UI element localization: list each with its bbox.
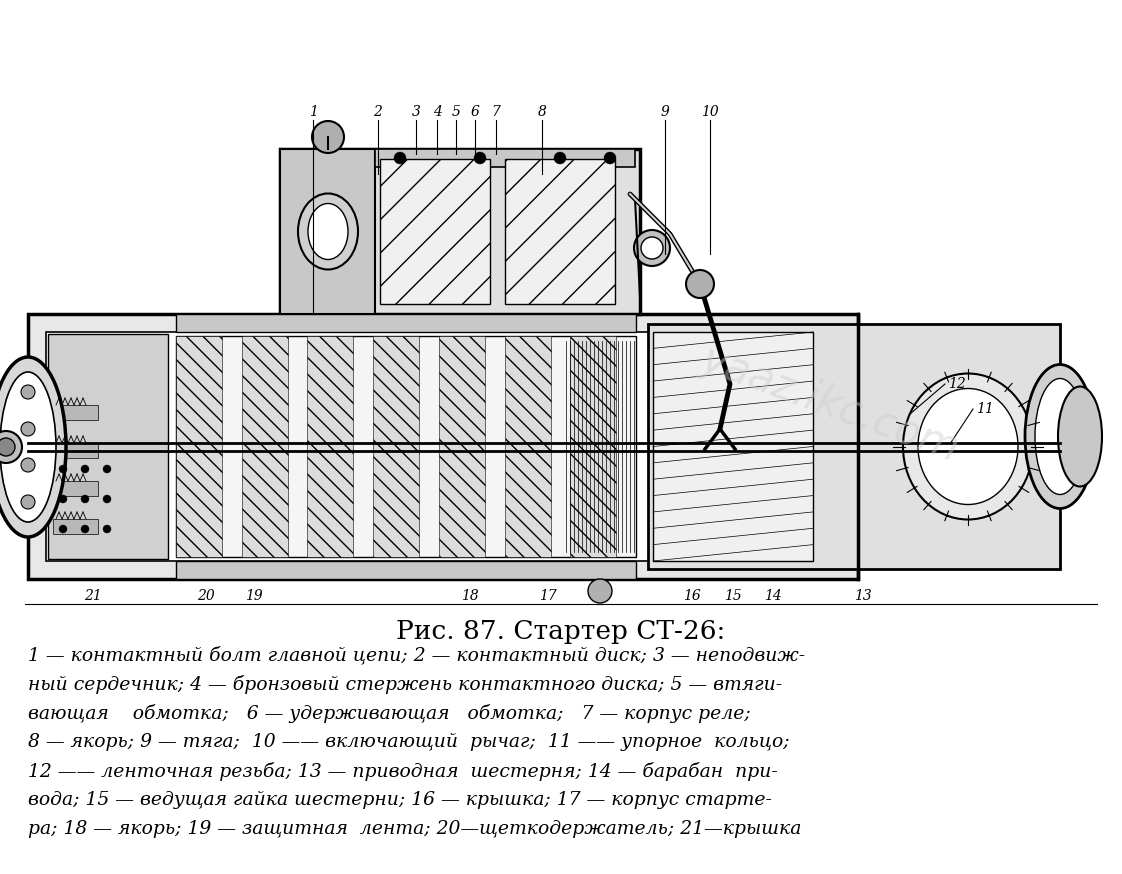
- Bar: [505, 336, 551, 557]
- Text: вода; 15 — ведущая гайка шестерни; 16 — крышка; 17 — корпус старте-: вода; 15 — ведущая гайка шестерни; 16 — …: [28, 791, 772, 809]
- Text: 12: 12: [948, 377, 966, 391]
- Bar: [570, 336, 616, 557]
- Ellipse shape: [918, 389, 1018, 504]
- Ellipse shape: [641, 237, 663, 259]
- Bar: [176, 336, 636, 557]
- Text: 19: 19: [245, 589, 263, 603]
- Bar: [307, 336, 353, 557]
- Text: 13: 13: [854, 589, 872, 603]
- Ellipse shape: [604, 152, 616, 164]
- Text: 3: 3: [412, 105, 421, 119]
- Text: 14: 14: [764, 589, 782, 603]
- Text: ра; 18 — якорь; 19 — защитная  лента; 20—щеткодержатель; 21—крышка: ра; 18 — якорь; 19 — защитная лента; 20—…: [28, 820, 801, 838]
- Ellipse shape: [59, 495, 67, 503]
- Text: 9: 9: [661, 105, 670, 119]
- Bar: [280, 149, 640, 314]
- Ellipse shape: [312, 121, 344, 153]
- Ellipse shape: [1026, 364, 1095, 509]
- Bar: [374, 336, 420, 557]
- Bar: [53, 519, 98, 534]
- Ellipse shape: [81, 495, 89, 503]
- Text: yaaz.ikc.com: yaaz.ikc.com: [696, 338, 965, 470]
- Ellipse shape: [81, 465, 89, 473]
- Text: 16: 16: [683, 589, 701, 603]
- Ellipse shape: [103, 495, 111, 503]
- Ellipse shape: [59, 525, 67, 533]
- Ellipse shape: [0, 357, 66, 537]
- Bar: [280, 149, 375, 314]
- Ellipse shape: [103, 525, 111, 533]
- Text: 5: 5: [451, 105, 460, 119]
- Ellipse shape: [21, 458, 35, 472]
- Bar: [176, 314, 636, 332]
- Ellipse shape: [554, 152, 565, 164]
- Text: 18: 18: [461, 589, 479, 603]
- Text: 10: 10: [701, 105, 719, 119]
- Ellipse shape: [1034, 378, 1085, 495]
- Bar: [28, 314, 858, 579]
- Ellipse shape: [0, 431, 22, 463]
- Ellipse shape: [588, 579, 611, 603]
- Bar: [48, 334, 168, 559]
- Ellipse shape: [21, 422, 35, 436]
- Text: 21: 21: [84, 589, 102, 603]
- Bar: [241, 336, 287, 557]
- Ellipse shape: [0, 438, 15, 456]
- Text: Рис. 87. Стартер СТ-26:: Рис. 87. Стартер СТ-26:: [396, 619, 726, 644]
- Bar: [53, 443, 98, 458]
- Text: вающая    обмотка;   6 — удерживающая   обмотка;   7 — корпус реле;: вающая обмотка; 6 — удерживающая обмотка…: [28, 704, 751, 723]
- Text: 6: 6: [470, 105, 479, 119]
- Bar: [176, 561, 636, 579]
- Text: 1: 1: [309, 105, 318, 119]
- Text: 2: 2: [374, 105, 383, 119]
- Ellipse shape: [634, 230, 670, 266]
- Text: 11: 11: [976, 402, 994, 416]
- Bar: [53, 405, 98, 420]
- Text: 8: 8: [537, 105, 546, 119]
- Text: ный сердечник; 4 — бронзовый стержень контактного диска; 5 — втяги-: ный сердечник; 4 — бронзовый стержень ко…: [28, 675, 782, 694]
- Text: 1 — контактный болт главной цепи; 2 — контактный диск; 3 — неподвиж-: 1 — контактный болт главной цепи; 2 — ко…: [28, 646, 806, 664]
- Bar: [649, 324, 1060, 569]
- Bar: [505, 159, 615, 304]
- Ellipse shape: [298, 193, 358, 269]
- Bar: [46, 332, 840, 561]
- Bar: [176, 336, 222, 557]
- Ellipse shape: [903, 373, 1033, 519]
- Bar: [375, 149, 635, 167]
- Text: 12 —— ленточная резьба; 13 — приводная  шестерня; 14 — барабан  при-: 12 —— ленточная резьба; 13 — приводная ш…: [28, 762, 778, 781]
- Ellipse shape: [394, 152, 406, 164]
- Text: 4: 4: [433, 105, 441, 119]
- Ellipse shape: [21, 385, 35, 399]
- Bar: [53, 481, 98, 496]
- Text: 17: 17: [540, 589, 557, 603]
- Text: 20: 20: [197, 589, 215, 603]
- Bar: [380, 159, 490, 304]
- Text: 15: 15: [724, 589, 742, 603]
- Text: 7: 7: [491, 105, 500, 119]
- Ellipse shape: [59, 465, 67, 473]
- Ellipse shape: [309, 204, 348, 260]
- Ellipse shape: [21, 495, 35, 509]
- Bar: [653, 332, 813, 561]
- Text: 8 — якорь; 9 — тяга;  10 —— включающий  рычаг;  11 —— упорное  кольцо;: 8 — якорь; 9 — тяга; 10 —— включающий ры…: [28, 733, 790, 751]
- Bar: [439, 336, 485, 557]
- Ellipse shape: [686, 270, 714, 298]
- Ellipse shape: [473, 152, 486, 164]
- Ellipse shape: [81, 525, 89, 533]
- Ellipse shape: [0, 372, 56, 522]
- Ellipse shape: [1058, 386, 1102, 487]
- Ellipse shape: [103, 465, 111, 473]
